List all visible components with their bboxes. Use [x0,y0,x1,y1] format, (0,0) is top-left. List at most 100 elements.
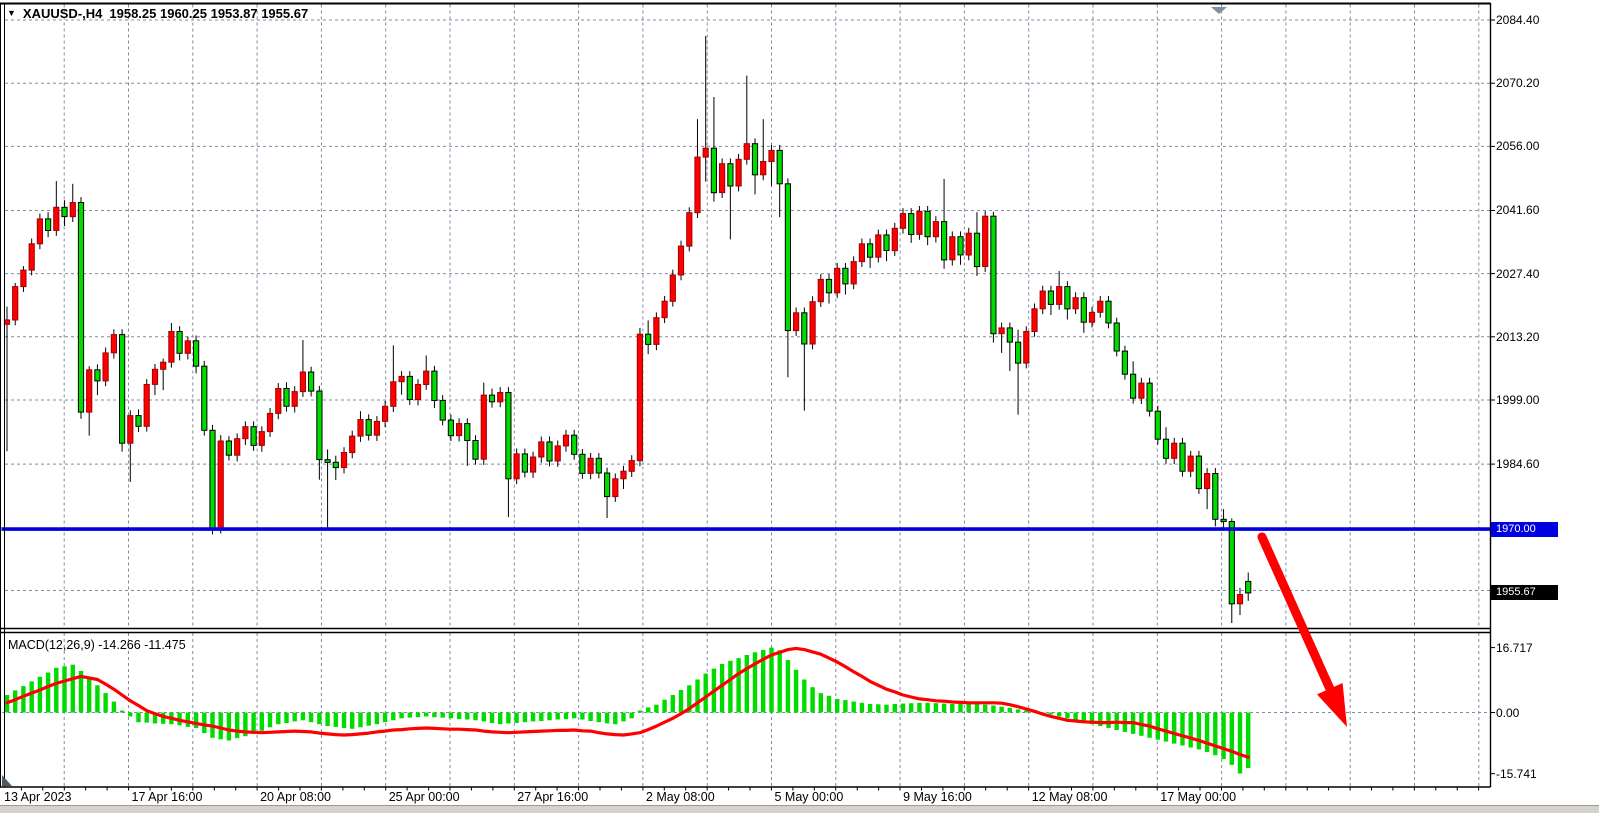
symbol-dropdown-icon[interactable]: ▼ [7,8,16,18]
macd-bar [662,699,667,713]
candle-body [349,435,356,454]
macd-bar [152,712,158,724]
candle-body [324,459,331,463]
macd-bar [226,712,232,741]
candle-body [193,340,200,367]
macd-bar [62,666,67,713]
candle-body [275,388,282,414]
macd-bar [1204,712,1210,753]
macd-bar [678,690,684,713]
macd-bar [276,712,281,725]
candle-body [472,440,479,460]
macd-bar [1015,709,1021,713]
candle-body [12,286,19,321]
candle-body [793,312,800,332]
macd-bar [761,650,766,713]
indicator-resize-corner-icon[interactable] [2,775,12,786]
candle-body [1162,438,1170,459]
macd-bar [185,712,190,727]
trend-arrow[interactable] [1257,532,1347,727]
candle-body [571,434,578,455]
time-axis-label: 5 May 00:00 [774,790,844,804]
macd-bar [144,712,149,723]
candle-body [217,440,224,530]
macd-bar [835,698,840,713]
candle-body [694,156,701,214]
macd-bar [13,690,18,713]
macd-bar [851,701,856,713]
macd-bar [1155,712,1160,740]
macd-bar [818,693,823,713]
candle-body [242,426,249,440]
macd-bar [719,663,725,713]
macd-bar [267,712,273,728]
macd-bar [1073,712,1078,721]
macd-bar [604,712,610,724]
macd-bar [37,676,43,713]
candle-body [1088,311,1096,323]
candle-body [957,236,964,256]
candle-body [941,221,948,261]
candle-body [751,143,759,176]
macd-bar [399,712,404,719]
macd-bar [925,702,930,713]
trend-arrow-shaft [1257,532,1335,694]
candle-body [1047,290,1055,305]
macd-bar [580,712,585,720]
price-axis-label: 2041.60 [1496,203,1540,218]
ohlc-readout: 1958.25 1960.25 1953.87 1955.67 [109,6,309,21]
macd-bar [966,704,971,713]
candle-body [858,243,865,263]
candle-body [299,371,306,393]
macd-axis-label: 16.717 [1496,640,1533,655]
price-axis-label: 1984.60 [1496,457,1540,472]
candle-body [365,419,372,436]
candle-body [258,431,265,446]
candle-body [464,423,471,442]
candle-body [45,218,52,231]
macd-bar [202,712,207,734]
candle-body [110,334,118,354]
candle-body [990,215,997,335]
candle-body [867,243,874,258]
candle-body [973,232,981,268]
macd-bar [1057,712,1062,717]
candle-body [184,340,191,354]
candle-body [620,470,627,480]
candle-body [1146,382,1153,412]
candle-body [702,147,709,158]
macd-bar [826,695,832,713]
candle-body [1121,350,1129,375]
candle-body [69,202,76,218]
macd-bar [103,693,108,713]
macd-bar [687,685,692,713]
macd-bar [136,712,141,723]
macd-bar [128,712,133,717]
candle-body [1097,300,1104,313]
current-price-badge: 1955.67 [1491,585,1558,601]
time-axis-label: 27 Apr 16:00 [517,790,589,804]
macd-bar [695,679,700,713]
macd-bar [876,704,881,713]
macd-bar [1024,710,1029,713]
candles[interactable] [3,36,1252,623]
macd-bar [950,704,955,713]
macd-bar [498,712,503,725]
macd-bar [670,695,675,713]
macd-bar [572,712,577,719]
macd-bar [892,704,897,713]
macd-bar [752,652,758,713]
macd-bar [769,647,774,713]
candle-body [357,419,364,437]
macd-bar [1007,707,1012,713]
macd-bar [119,710,125,713]
macd-bar [54,667,59,713]
chart-shift-triangle-icon[interactable] [1211,7,1227,14]
macd-bar [613,712,618,725]
macd-bar [999,706,1004,713]
macd-bar [95,685,100,713]
macd-bar [1246,712,1251,769]
candle-body [604,472,611,498]
